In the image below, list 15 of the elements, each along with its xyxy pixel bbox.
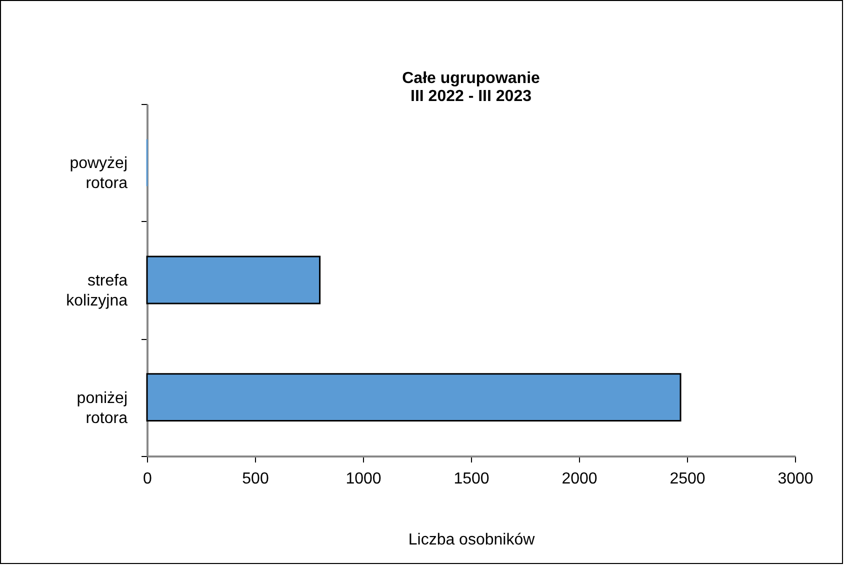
bar (146, 256, 321, 304)
chart-title: Całe ugrupowanie (402, 70, 540, 87)
x-tick-label: 0 (143, 470, 152, 488)
y-tick-label: powyżej rotora (70, 155, 128, 192)
bar (146, 373, 682, 422)
chart-subtitle: III 2022 - III 2023 (410, 88, 532, 105)
x-axis-title: Liczba osobników (408, 532, 536, 548)
x-tick-label: 2500 (670, 470, 706, 488)
x-tick-label: 1000 (346, 470, 382, 488)
x-tick-label: 500 (242, 470, 269, 488)
y-tick-label: poniżej rotora (76, 390, 128, 427)
x-tick-label: 1500 (454, 470, 490, 488)
y-tick-label: strefa kolizyjna (66, 272, 128, 310)
x-tick-label: 2000 (562, 470, 598, 488)
x-tick-label: 3000 (778, 470, 814, 488)
